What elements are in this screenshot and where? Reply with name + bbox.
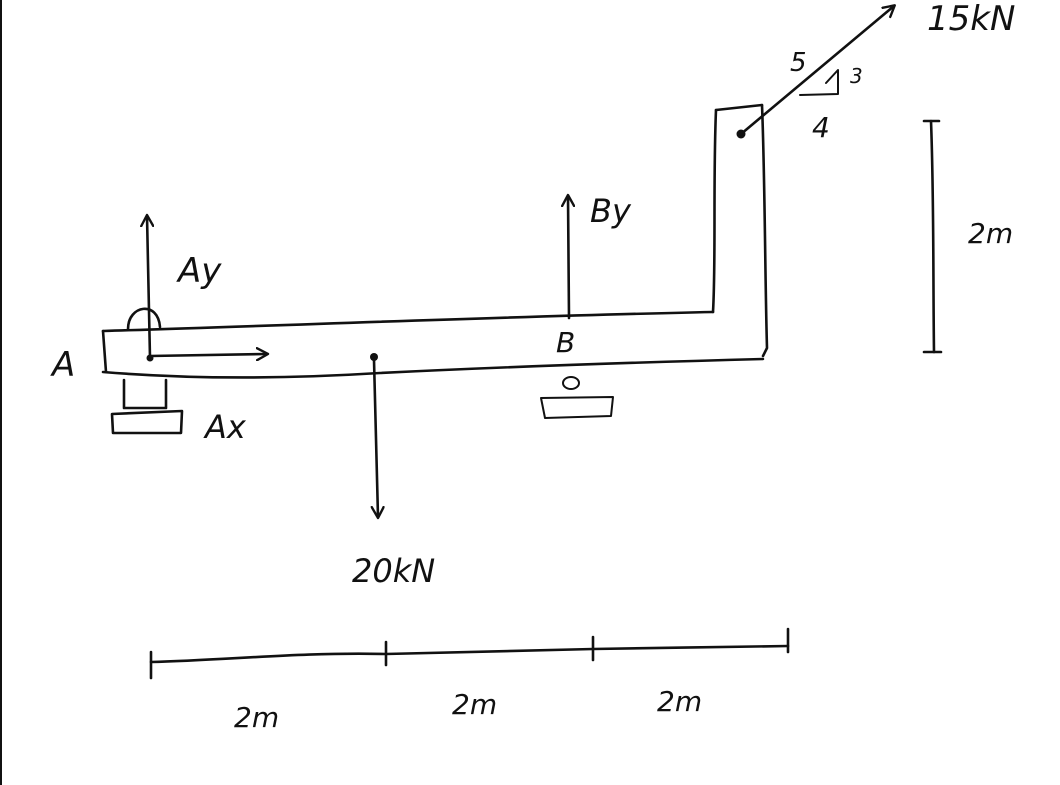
pin-ground — [110, 409, 184, 435]
label-slope-hyp: 5 — [790, 48, 807, 78]
pin-base — [122, 378, 168, 410]
column-top-edge — [714, 103, 764, 112]
pin-support-a — [110, 307, 184, 435]
column-left-edge — [711, 108, 718, 314]
label-point-a: A — [50, 345, 75, 385]
label-15kn: 15kN — [927, 0, 1015, 39]
label-dim-1: 2m — [234, 701, 279, 734]
roller-wheel — [562, 376, 580, 390]
label-ay: Ay — [176, 251, 222, 291]
label-ax: Ax — [203, 408, 247, 446]
label-slope-rise: 3 — [850, 64, 863, 88]
vdim-line — [929, 119, 936, 354]
label-20kn: 20kN — [352, 552, 435, 590]
arrow-20kn — [374, 358, 378, 517]
label-point-b: B — [556, 326, 575, 359]
beam-bottom-edge — [101, 357, 765, 379]
load-20-dot — [370, 353, 378, 361]
label-vertical-dim: 2m — [968, 217, 1013, 250]
beam-left-end — [101, 329, 108, 374]
slope-triangle — [799, 69, 839, 96]
beam — [101, 103, 769, 379]
arrow-by — [568, 196, 569, 320]
arrow-15kn — [739, 6, 894, 136]
beam-top-edge — [101, 310, 715, 333]
label-by: By — [590, 192, 632, 230]
label-slope-run: 4 — [812, 111, 830, 144]
label-dim-2: 2m — [452, 688, 497, 721]
roller-support-b — [540, 376, 614, 419]
column-right-edge — [760, 103, 769, 358]
arrow-ax — [148, 354, 267, 356]
roller-ground — [540, 396, 614, 419]
arrow-ay — [147, 216, 150, 360]
vertical-dimension — [922, 119, 943, 354]
horizontal-dimension — [149, 627, 790, 680]
label-dim-3: 2m — [657, 685, 702, 718]
pin-top — [126, 307, 162, 331]
hdim-line — [149, 644, 790, 664]
